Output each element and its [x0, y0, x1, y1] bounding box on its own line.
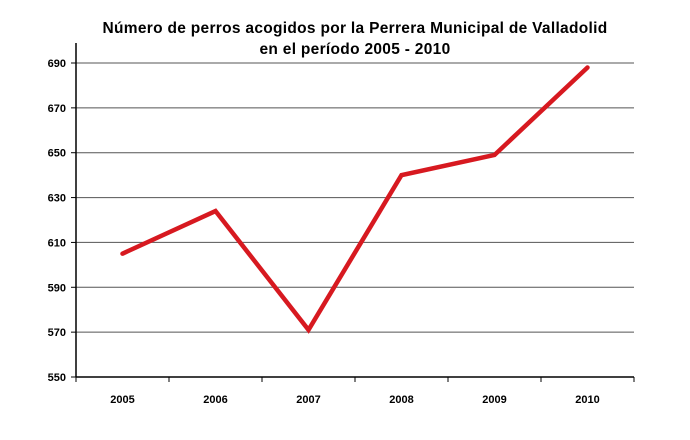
- y-tick-label: 630: [48, 193, 66, 205]
- gridlines: [76, 62, 634, 333]
- y-tick-label: 550: [48, 372, 66, 384]
- x-tick-label: 2010: [575, 394, 599, 406]
- y-axis-ticks: 550 570 590 610 630 650 670 690: [48, 58, 76, 384]
- x-tick-label: 2008: [389, 394, 413, 406]
- y-tick-label: 590: [48, 282, 66, 294]
- data-line: [120, 65, 590, 334]
- y-tick-label: 650: [48, 148, 66, 160]
- y-tick-label: 690: [48, 58, 66, 70]
- y-tick-label: 610: [48, 237, 66, 249]
- x-tick-label: 2006: [203, 394, 227, 406]
- y-tick-label: 670: [48, 103, 66, 115]
- chart-title-line2: en el período 2005 - 2010: [259, 41, 451, 58]
- chart-title: Número de perros acogidos por la Perrera…: [0, 18, 690, 60]
- x-axis-ticks: 2005 2006 2007 2008 2009 2010: [75, 377, 635, 406]
- x-tick-label: 2009: [482, 394, 506, 406]
- x-tick-label: 2007: [296, 394, 320, 406]
- chart-title-line1: Número de perros acogidos por la Perrera…: [102, 20, 608, 37]
- y-tick-label: 570: [48, 327, 66, 339]
- x-tick-label: 2005: [110, 394, 134, 406]
